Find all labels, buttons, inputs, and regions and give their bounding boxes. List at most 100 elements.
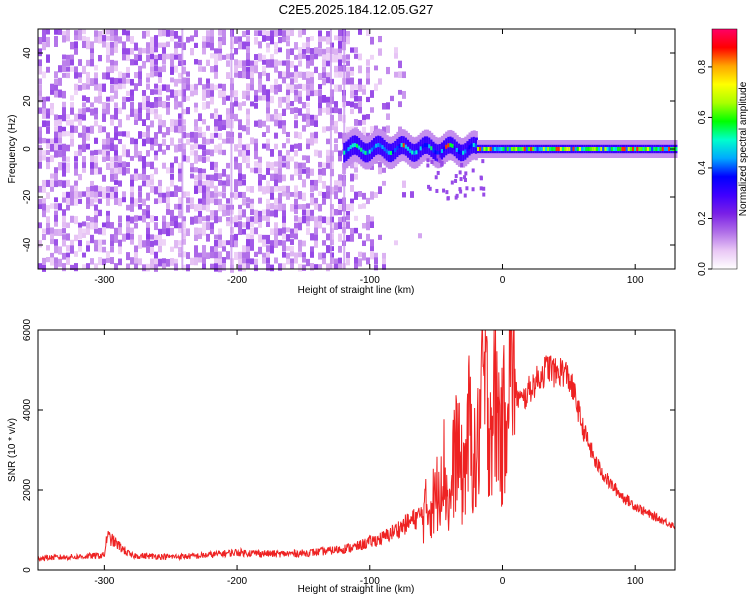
spectrogram-cell (294, 233, 298, 240)
signal-core (345, 149, 349, 154)
spectrogram-cell (254, 95, 258, 102)
spectrogram-cell (366, 96, 370, 103)
spectrogram-cell (118, 155, 122, 164)
spectrogram-cell (94, 107, 98, 115)
snr-x-tick-label: -100 (360, 576, 380, 587)
spectrogram-cell (162, 221, 166, 229)
spectrogram-cell (274, 186, 278, 192)
signal-core (538, 147, 542, 151)
spectrogram-cell (310, 77, 314, 85)
spectrogram-cell (274, 84, 278, 94)
spectrogram-cell (346, 203, 350, 211)
spectrogram-cell (134, 198, 138, 207)
spectrogram-cell (162, 47, 166, 56)
spectrogram-cell (278, 198, 282, 204)
signal-tail (430, 160, 434, 165)
signal-core (466, 147, 470, 152)
spectrogram-cell (66, 119, 70, 126)
spectrogram-cell (98, 227, 102, 235)
spectrogram-cell (250, 239, 254, 247)
spectrogram-cell (146, 246, 150, 253)
spectrogram-cell (254, 227, 258, 235)
spectrogram-cell (338, 36, 342, 42)
spectrogram-cell (242, 191, 246, 199)
spectrogram-cell (62, 263, 66, 272)
spectrogram-cell (142, 30, 146, 39)
spectrogram-cell (186, 252, 190, 260)
spectrogram-cell (70, 102, 74, 109)
spectrogram-cell (166, 258, 170, 267)
spectrogram-cell (106, 107, 110, 115)
spectrogram-cell (202, 119, 206, 125)
spectrogram-cell (282, 240, 286, 248)
spectrogram-cell (94, 65, 98, 71)
spectrogram-cell (74, 72, 78, 79)
spectrogram-cell (134, 173, 138, 182)
spectrogram-cell (154, 47, 158, 53)
spectrogram-cell (98, 54, 102, 62)
spectrogram-cell (214, 210, 218, 219)
spectrogram-cell (106, 215, 110, 224)
spectrogram-cell (162, 228, 166, 235)
signal-tail (454, 174, 458, 179)
signal-core (438, 150, 442, 155)
spectrogram-cell (290, 174, 294, 181)
spectrogram-cell (242, 174, 246, 180)
signal-core (387, 150, 391, 155)
spectrogram-cell (110, 77, 114, 85)
spectrogram-cell (310, 71, 314, 79)
spectrogram-cell (190, 162, 194, 169)
spectrogram-cell (154, 132, 158, 141)
spectrogram-y-tick-label: -40 (22, 237, 33, 252)
signal-core (502, 147, 506, 151)
spectrogram-cell (238, 36, 242, 45)
spectrogram-cell (274, 257, 278, 264)
spectrogram-cell (346, 36, 350, 45)
spectrogram-cell (398, 60, 402, 69)
spectrogram-cell (354, 173, 358, 180)
spectrogram-cell (314, 89, 318, 96)
spectrogram-cell (374, 125, 378, 132)
spectrogram-cell (118, 36, 122, 44)
spectrogram-cell (250, 167, 254, 173)
signal-core (375, 143, 379, 148)
spectrogram-cell (214, 192, 218, 198)
spectrogram-cell (162, 132, 166, 138)
spectrogram-cell (174, 215, 178, 223)
spectrogram-cell (350, 84, 354, 93)
spectrogram-cell (278, 113, 282, 121)
spectrogram-cell (350, 77, 354, 86)
signal-core (598, 147, 602, 151)
spectrogram-cell (198, 126, 202, 134)
spectrogram-cell (66, 156, 70, 162)
spectrogram-cell (270, 54, 274, 61)
spectrogram-cell (162, 258, 166, 266)
spectrogram-cell (102, 83, 106, 92)
spectrogram-cell (154, 35, 158, 43)
spectrogram-cell (306, 60, 310, 69)
signal-core (615, 147, 619, 151)
spectrogram-cell (94, 210, 98, 217)
spectrogram-cell (170, 191, 174, 197)
spectrogram-cell (122, 131, 126, 137)
spectrogram-cell (310, 209, 314, 218)
spectrogram-cell (238, 60, 242, 69)
spectrogram-cell (134, 72, 138, 79)
spectrogram-cell (278, 168, 282, 176)
spectrogram-cell (110, 84, 114, 93)
spectrogram-cell (174, 65, 178, 73)
spectrogram-cell (178, 53, 182, 61)
spectrogram-cell (326, 96, 330, 106)
spectrogram-cell (214, 251, 218, 261)
spectrogram-cell (54, 228, 58, 236)
spectrogram-cell (222, 209, 226, 217)
spectrogram-cell (334, 126, 338, 134)
spectrogram-cell (50, 89, 54, 95)
spectrogram-cell (210, 215, 214, 221)
spectrogram-cell (178, 78, 182, 84)
spectrogram-cell (370, 126, 374, 135)
spectrogram-cell (282, 143, 286, 149)
spectrogram-cell (130, 257, 134, 265)
spectrogram-cell (386, 66, 390, 75)
